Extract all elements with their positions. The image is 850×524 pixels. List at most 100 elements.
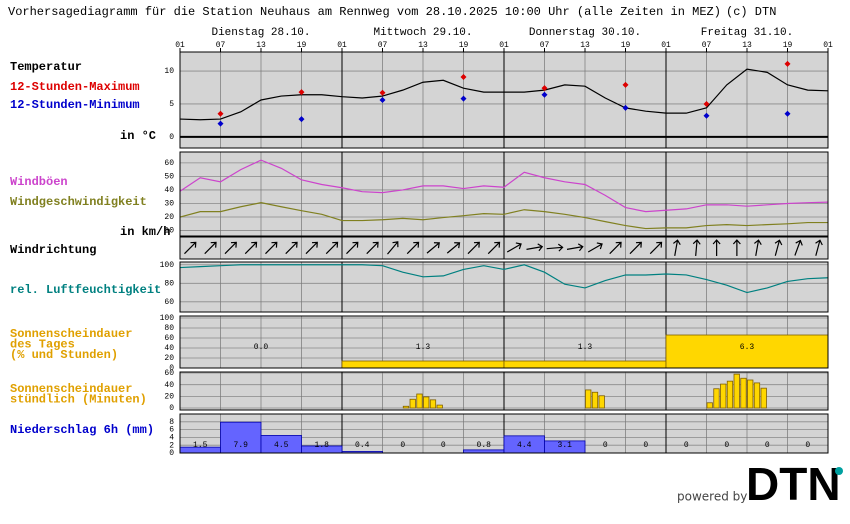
y-tick-label: 60 <box>164 334 174 343</box>
y-tick-label: 5 <box>169 100 174 109</box>
line <box>179 202 828 230</box>
wind-arrow <box>815 239 823 256</box>
value-label: 6.3 <box>740 343 755 352</box>
wind-arrow <box>244 241 258 255</box>
y-tick-label: 20 <box>164 213 174 222</box>
marker <box>298 116 305 123</box>
bar <box>733 373 740 409</box>
wind-arrow <box>406 241 420 255</box>
bar <box>713 388 720 409</box>
value-label: 0 <box>400 441 405 450</box>
value-label: 7.9 <box>234 441 249 450</box>
marker <box>784 60 791 67</box>
panel-frame <box>179 151 829 237</box>
value-label: 3.1 <box>558 441 573 450</box>
bar <box>706 402 713 409</box>
wind-arrow <box>387 241 399 255</box>
y-tick-label: 6 <box>169 426 174 435</box>
y-tick-label: 40 <box>164 186 174 195</box>
value-label: 1.8 <box>315 441 330 450</box>
bar <box>416 393 423 409</box>
y-tick-label: 0 <box>169 404 174 413</box>
panel-title: Sonnenscheindauer <box>10 327 132 341</box>
x-tick-label: 01 <box>499 41 509 50</box>
value-label: 0 <box>805 441 810 450</box>
bar <box>423 396 430 409</box>
x-tick-label: 19 <box>297 41 307 50</box>
panel-frame <box>179 371 829 411</box>
wind-arrow <box>325 241 339 255</box>
wind-arrow <box>649 241 663 255</box>
panel-title: (% und Stunden) <box>10 348 118 362</box>
panel-title: Temperatur <box>10 60 82 74</box>
bar <box>747 379 754 409</box>
value-label: 0.0 <box>254 343 269 352</box>
marker <box>541 85 548 92</box>
wind-arrow <box>285 241 298 255</box>
wind-arrow <box>305 241 318 255</box>
value-label: 4.5 <box>274 441 289 450</box>
legend-label: Windgeschwindigkeit <box>10 195 147 209</box>
x-tick-label: 19 <box>783 41 793 50</box>
value-label: 0 <box>724 441 729 450</box>
y-tick-label: 20 <box>164 354 174 363</box>
marker <box>217 110 224 117</box>
wind-arrow <box>629 241 642 255</box>
y-tick-label: 60 <box>164 159 174 168</box>
logo: DTN <box>746 458 841 510</box>
wind-arrow <box>774 239 783 256</box>
marker <box>703 112 710 119</box>
x-tick-label: 01 <box>337 41 347 50</box>
panel-frame <box>179 261 829 313</box>
marker <box>460 73 467 80</box>
panel-title: des Tages <box>10 338 75 352</box>
legend-label: 12-Stunden-Minimum <box>10 98 140 112</box>
page-title: Vorhersagediagramm für die Station Neuha… <box>8 5 721 19</box>
x-tick-label: 07 <box>702 41 712 50</box>
x-tick-label: 07 <box>540 41 550 50</box>
y-tick-label: 60 <box>164 369 174 378</box>
y-tick-label: 50 <box>164 172 174 181</box>
bar <box>585 389 592 409</box>
panel-title: Niederschlag 6h (mm) <box>10 423 154 437</box>
y-tick-label: 40 <box>164 344 174 353</box>
marker <box>379 97 386 103</box>
bar <box>429 399 437 409</box>
bar <box>598 395 605 409</box>
panel-frame <box>179 315 829 369</box>
wind-arrow <box>204 241 217 255</box>
x-tick-label: 01 <box>175 41 185 50</box>
x-tick-label: 19 <box>621 41 631 50</box>
wind-arrow <box>526 243 544 252</box>
marker <box>622 81 629 88</box>
y-tick-label: 30 <box>164 200 174 209</box>
y-tick-label: 60 <box>164 298 174 307</box>
x-tick-label: 13 <box>580 41 590 50</box>
day-label: Freitag 31.10. <box>701 27 793 39</box>
marker <box>784 110 791 117</box>
wind-arrow <box>346 241 359 255</box>
value-label: 1.3 <box>578 343 593 352</box>
marker <box>460 95 467 102</box>
panel-frame <box>179 413 829 454</box>
value-label: 0 <box>643 441 648 450</box>
day-label: Dienstag 28.10. <box>211 27 310 39</box>
bar <box>753 382 761 409</box>
wind-arrow <box>366 241 379 255</box>
bar <box>726 380 734 409</box>
wind-arrow <box>224 241 237 255</box>
line <box>179 264 829 294</box>
y-tick-label: 20 <box>164 392 174 401</box>
wind-arrow <box>609 241 622 255</box>
x-tick-label: 19 <box>459 41 469 50</box>
bar <box>503 360 667 369</box>
bar <box>402 405 410 409</box>
wind-arrow <box>672 239 681 256</box>
legend-label: rel. Luftfeuchtigkeit <box>10 283 161 297</box>
value-label: 1.5 <box>193 441 208 450</box>
wind-arrow <box>692 239 701 257</box>
marker <box>379 89 386 96</box>
marker <box>541 91 548 98</box>
wind-arrow <box>587 242 603 253</box>
